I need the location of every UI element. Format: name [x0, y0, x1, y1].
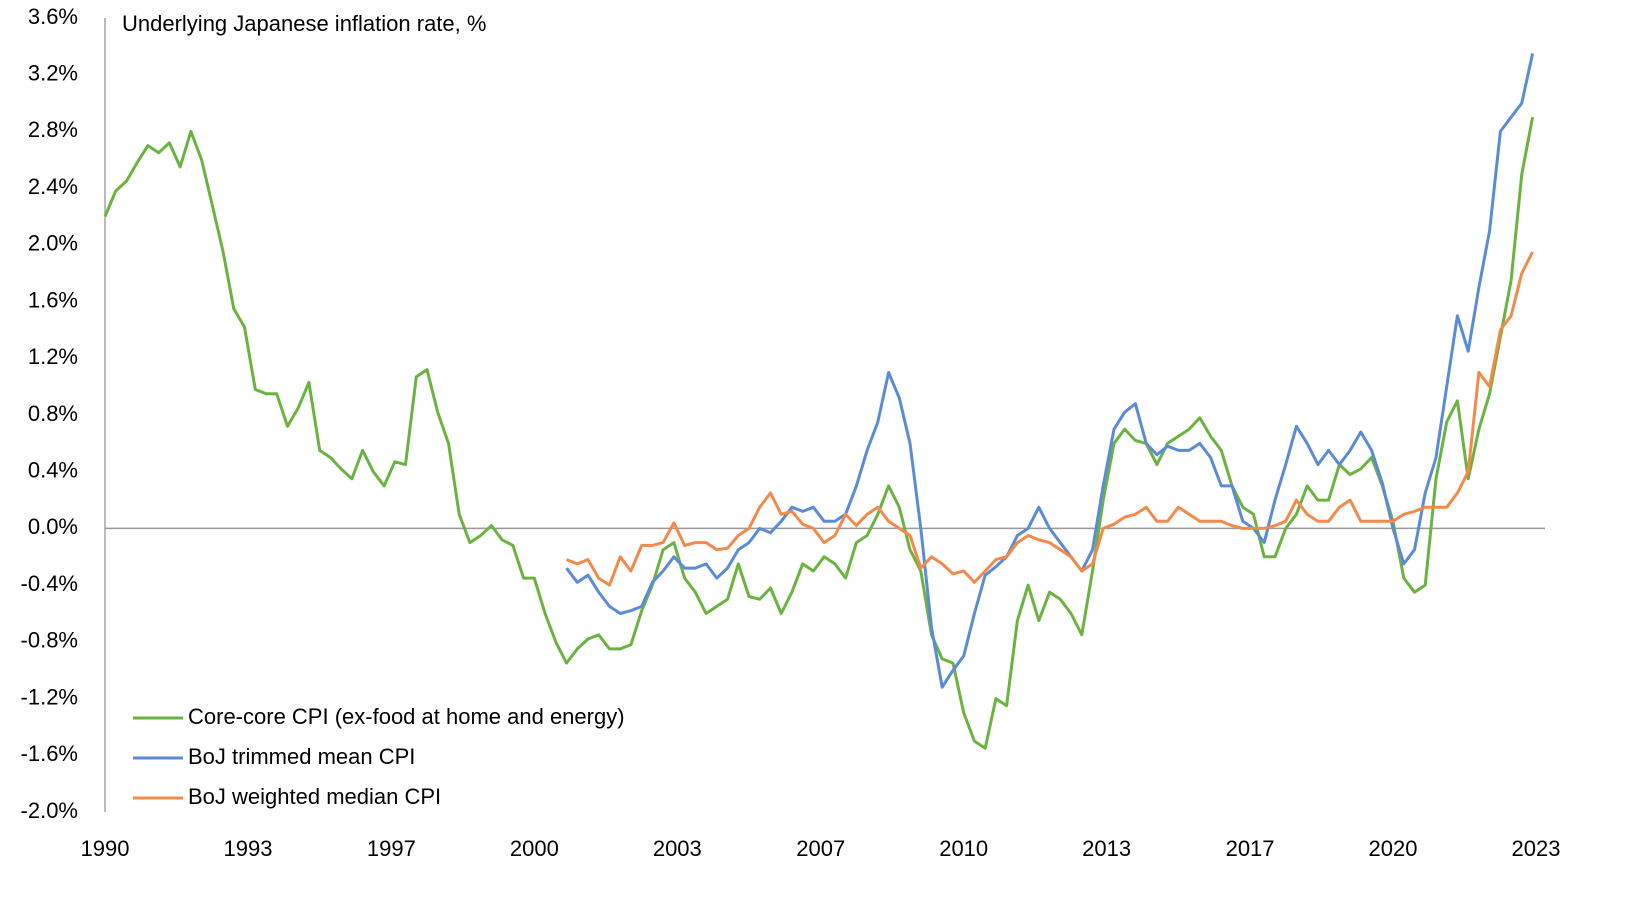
- y-tick-label: 2.4%: [28, 174, 78, 199]
- series-line: [103, 116, 1535, 750]
- y-tick-label: -0.4%: [21, 571, 78, 596]
- x-tick-label: 2007: [796, 836, 845, 861]
- x-tick-label: 1990: [81, 836, 130, 861]
- y-tick-label: 2.0%: [28, 231, 78, 256]
- x-tick-label: 2023: [1512, 836, 1561, 861]
- y-tick-label: 3.2%: [28, 61, 78, 86]
- legend-label: BoJ trimmed mean CPI: [188, 744, 415, 769]
- legend-label: Core-core CPI (ex-food at home and energ…: [188, 704, 625, 729]
- y-tick-label: -1.6%: [21, 741, 78, 766]
- y-tick-label: -2.0%: [21, 798, 78, 823]
- series-line: [565, 251, 1534, 587]
- y-tick-label: -0.8%: [21, 628, 78, 653]
- x-tick-label: 2010: [939, 836, 988, 861]
- x-tick-label: 2003: [653, 836, 702, 861]
- y-tick-label: 1.6%: [28, 287, 78, 312]
- y-tick-label: 2.8%: [28, 117, 78, 142]
- x-tick-label: 2017: [1226, 836, 1275, 861]
- x-tick-label: 2020: [1369, 836, 1418, 861]
- y-tick-label: 1.2%: [28, 344, 78, 369]
- y-tick-label: 0.8%: [28, 401, 78, 426]
- x-tick-label: 2013: [1082, 836, 1131, 861]
- y-tick-label: 0.0%: [28, 514, 78, 539]
- chart-title: Underlying Japanese inflation rate, %: [122, 11, 486, 36]
- x-tick-label: 2000: [510, 836, 559, 861]
- y-tick-label: 0.4%: [28, 458, 78, 483]
- x-tick-label: 1997: [367, 836, 416, 861]
- legend-label: BoJ weighted median CPI: [188, 784, 441, 809]
- x-tick-label: 1993: [223, 836, 272, 861]
- series-line: [565, 53, 1535, 689]
- y-tick-label: -1.2%: [21, 684, 78, 709]
- y-tick-label: 3.6%: [28, 4, 78, 29]
